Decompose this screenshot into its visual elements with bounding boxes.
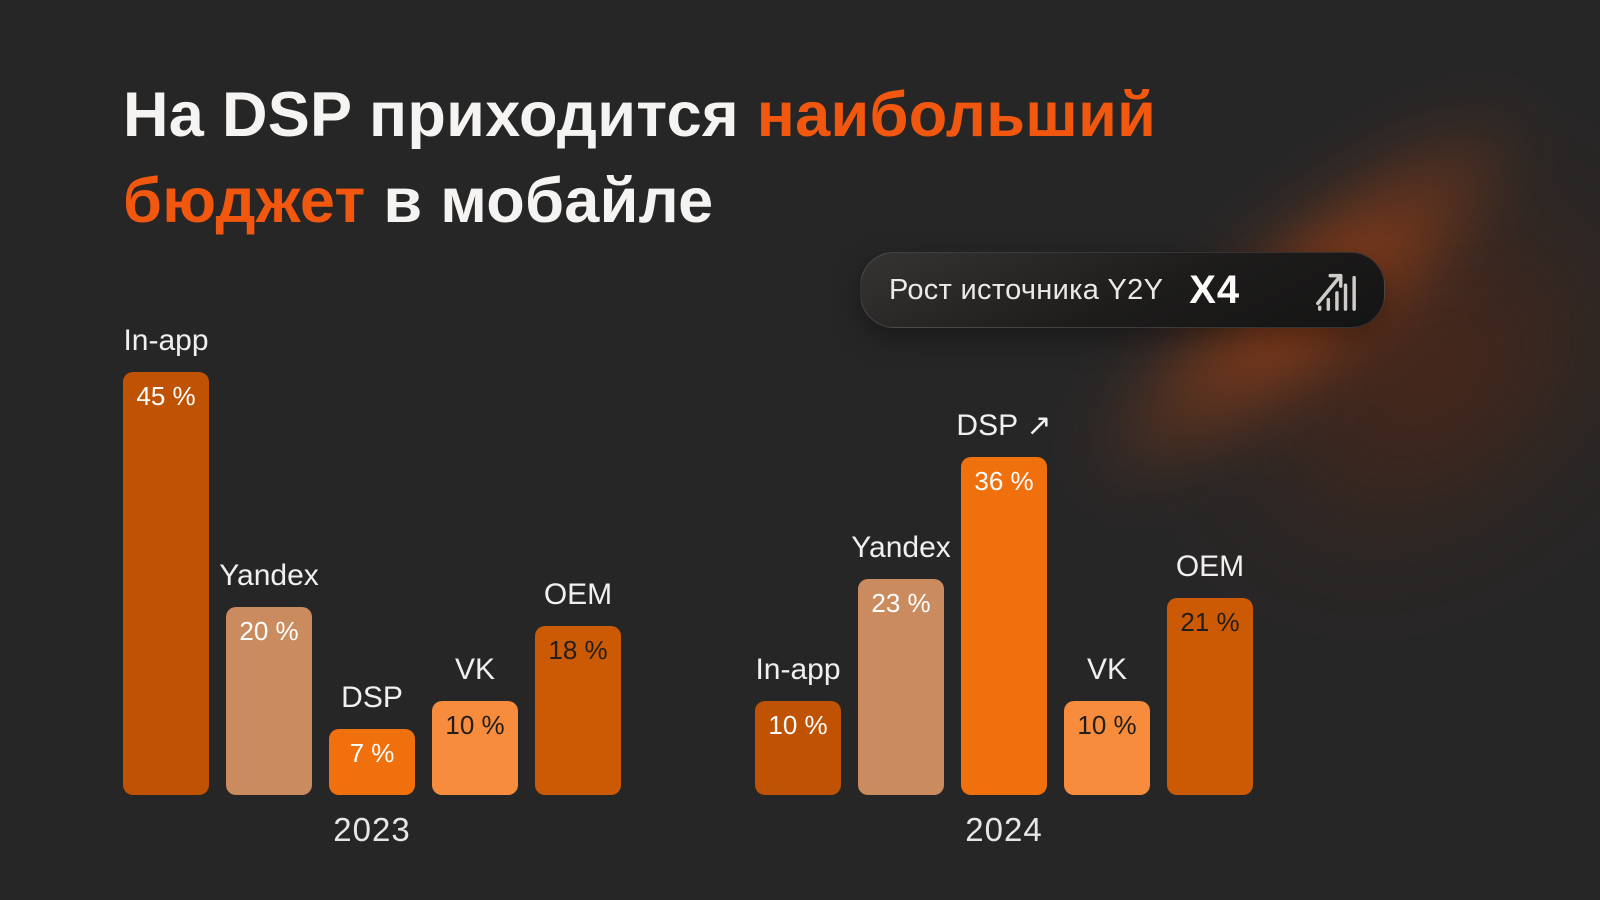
year-label-2023: 2023: [333, 811, 411, 848]
title-accent-word-1: наибольший: [756, 80, 1157, 150]
bar-value-label: 23 %: [871, 588, 931, 618]
up-right-arrow-icon: ↗: [1018, 409, 1052, 442]
chart-2023: In-app 45 % Yandex 20 % DSP 7 % VK 10 % OEM 18 % …: [123, 324, 621, 849]
title-text: На DSP приходится: [123, 80, 757, 150]
growth-chart-icon: [1312, 268, 1358, 312]
bar-column-in-app-2024: In-app 10 %: [755, 653, 841, 795]
bar-category-label: DSP ↗: [956, 409, 1052, 442]
bar-value-label: 10 %: [768, 710, 828, 740]
bar-column-vk-2023: VK 10 %: [432, 653, 518, 795]
badge-multiplier: X4: [1189, 267, 1241, 312]
bar-vk-2024: 10 %: [1064, 701, 1150, 795]
bar-column-vk-2024: VK 10 %: [1064, 653, 1150, 795]
bar-value-label: 20 %: [239, 616, 299, 646]
title-text-2: в мобайле: [365, 166, 714, 237]
bars-row-2023: In-app 45 % Yandex 20 % DSP 7 % VK 10 % OEM 18 %: [123, 324, 621, 795]
bar-category-label: Yandex: [851, 531, 951, 564]
bar-category-label: VK: [454, 653, 496, 686]
bar-column-oem-2023: OEM 18 %: [535, 578, 621, 795]
bar-dsp-2023: 7 %: [329, 729, 415, 795]
bar-column-yandex-2023: Yandex 20 %: [219, 559, 319, 795]
bar-in-app-2024: 10 %: [755, 701, 841, 795]
title-accent-word-2: бюджет: [123, 166, 366, 237]
bar-yandex-2024: 23 %: [858, 579, 944, 795]
bar-value-label: 45 %: [136, 381, 196, 411]
bar-value-label: 7 %: [349, 738, 395, 768]
bar-column-dsp-2024: DSP ↗ 36 %: [956, 408, 1052, 795]
bar-value-label: 10 %: [445, 710, 505, 740]
year-label-2024: 2024: [965, 811, 1043, 848]
bar-oem-2023: 18 %: [535, 626, 621, 795]
bar-in-app-2023: 45 %: [123, 372, 209, 795]
badge-label: Рост источника Y2Y: [889, 273, 1164, 306]
bar-value-label: 10 %: [1077, 710, 1137, 740]
bar-value-label: 21 %: [1180, 607, 1240, 637]
bars-row-2024: In-app 10 % Yandex 23 % DSP ↗ 36 % VK 10 % OEM 21…: [755, 325, 1253, 795]
bar-category-label: VK: [1086, 653, 1128, 686]
growth-badge: Рост источника Y2Y X4: [860, 252, 1385, 328]
bar-column-oem-2024: OEM 21 %: [1167, 550, 1253, 795]
bar-category-label: OEM: [1175, 550, 1245, 583]
bar-value-label: 18 %: [548, 635, 608, 665]
bar-column-yandex-2024: Yandex 23 %: [851, 531, 951, 795]
bar-category-label: In-app: [123, 324, 209, 357]
bar-oem-2024: 21 %: [1167, 598, 1253, 795]
bar-column-in-app-2023: In-app 45 %: [123, 324, 209, 795]
bar-column-dsp-2023: DSP 7 %: [329, 681, 415, 795]
bar-category-label: OEM: [543, 578, 613, 611]
bar-value-label: 36 %: [974, 466, 1034, 496]
bar-yandex-2023: 20 %: [226, 607, 312, 795]
chart-2024: In-app 10 % Yandex 23 % DSP ↗ 36 % VK 10 % OEM 21…: [755, 325, 1253, 849]
bar-category-label: In-app: [755, 653, 841, 686]
bar-vk-2023: 10 %: [432, 701, 518, 795]
bar-category-label: Yandex: [219, 559, 319, 592]
bar-category-label: DSP: [341, 681, 403, 714]
page-title: На DSP приходится наибольший бюджет в моб…: [123, 72, 1156, 245]
bar-dsp-2024: 36 %: [961, 457, 1047, 795]
